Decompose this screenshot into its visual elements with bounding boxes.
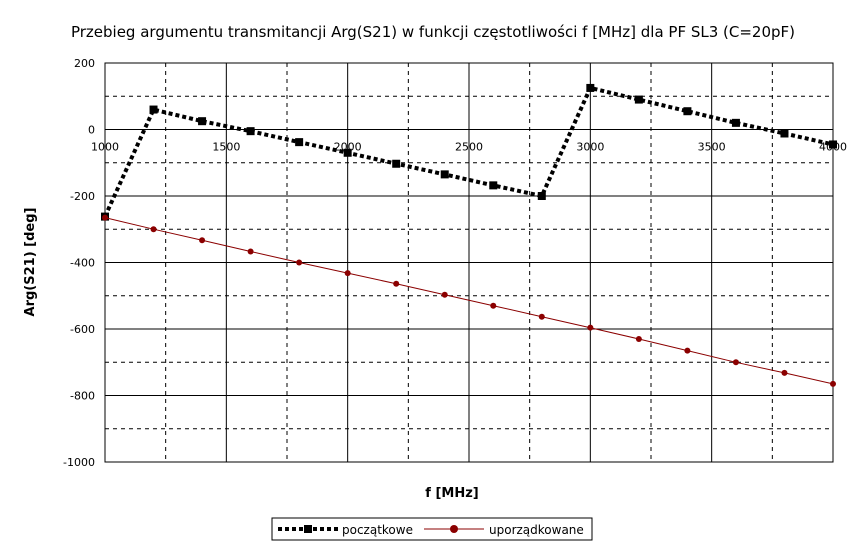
legend-marker-uporzadkowane — [450, 525, 458, 533]
data-point-poczatkowe — [586, 83, 595, 92]
data-point-uporzadkowane — [393, 280, 400, 287]
data-point-poczatkowe — [149, 105, 158, 114]
data-point-poczatkowe — [489, 181, 498, 190]
data-point-uporzadkowane — [684, 347, 691, 354]
data-point-poczatkowe — [343, 148, 352, 157]
x-tick-label: 2500 — [455, 141, 483, 154]
y-axis-label: Arg(S21) [deg] — [23, 208, 38, 317]
y-tick-label: -200 — [70, 190, 95, 203]
data-point-poczatkowe — [634, 95, 643, 104]
data-point-poczatkowe — [246, 127, 255, 136]
chart-title: Przebieg argumentu transmitancji Arg(S21… — [71, 23, 795, 41]
y-tick-label: -1000 — [63, 456, 95, 469]
legend: początkowe uporządkowane — [271, 517, 593, 541]
data-point-uporzadkowane — [102, 214, 108, 221]
y-tick-label: 200 — [74, 57, 95, 70]
y-tick-label: -400 — [70, 257, 95, 270]
data-point-uporzadkowane — [296, 259, 303, 266]
series-line-poczatkowe — [103, 85, 834, 218]
x-tick-label: 1000 — [91, 141, 119, 154]
x-tick-label: 1500 — [212, 141, 240, 154]
data-point-poczatkowe — [731, 118, 740, 127]
data-point-uporzadkowane — [635, 335, 642, 342]
data-point-uporzadkowane — [150, 226, 157, 233]
data-point-poczatkowe — [440, 170, 449, 179]
y-tick-label: -800 — [70, 390, 95, 403]
data-point-poczatkowe — [829, 140, 837, 149]
data-point-uporzadkowane — [490, 302, 497, 309]
data-point-poczatkowe — [537, 192, 546, 200]
data-point-poczatkowe — [295, 138, 304, 147]
data-point-poczatkowe — [780, 129, 789, 138]
data-point-uporzadkowane — [199, 237, 206, 244]
x-tick-label: 3000 — [576, 141, 604, 154]
data-point-uporzadkowane — [538, 313, 545, 320]
data-point-uporzadkowane — [344, 270, 351, 277]
y-tick-label: 0 — [88, 124, 95, 137]
legend-label-poczatkowe: początkowe — [342, 523, 413, 537]
data-point-uporzadkowane — [441, 291, 448, 298]
data-point-uporzadkowane — [247, 248, 254, 255]
legend-label-uporzadkowane: uporządkowane — [489, 523, 584, 537]
data-point-poczatkowe — [392, 159, 401, 168]
data-point-uporzadkowane — [830, 380, 836, 387]
data-point-uporzadkowane — [781, 369, 788, 376]
data-point-poczatkowe — [683, 107, 692, 116]
legend-marker-poczatkowe — [304, 525, 312, 533]
x-tick-label: 3500 — [698, 141, 726, 154]
data-point-poczatkowe — [198, 117, 207, 126]
plot-frame — [104, 62, 834, 463]
data-point-uporzadkowane — [587, 324, 594, 331]
x-axis-label: f [MHz] — [425, 486, 478, 501]
data-point-uporzadkowane — [732, 359, 739, 366]
y-tick-label: -600 — [70, 323, 95, 336]
series-line-uporzadkowane — [104, 217, 834, 385]
